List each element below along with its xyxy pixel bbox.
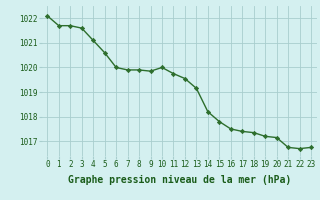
X-axis label: Graphe pression niveau de la mer (hPa): Graphe pression niveau de la mer (hPa): [68, 175, 291, 185]
